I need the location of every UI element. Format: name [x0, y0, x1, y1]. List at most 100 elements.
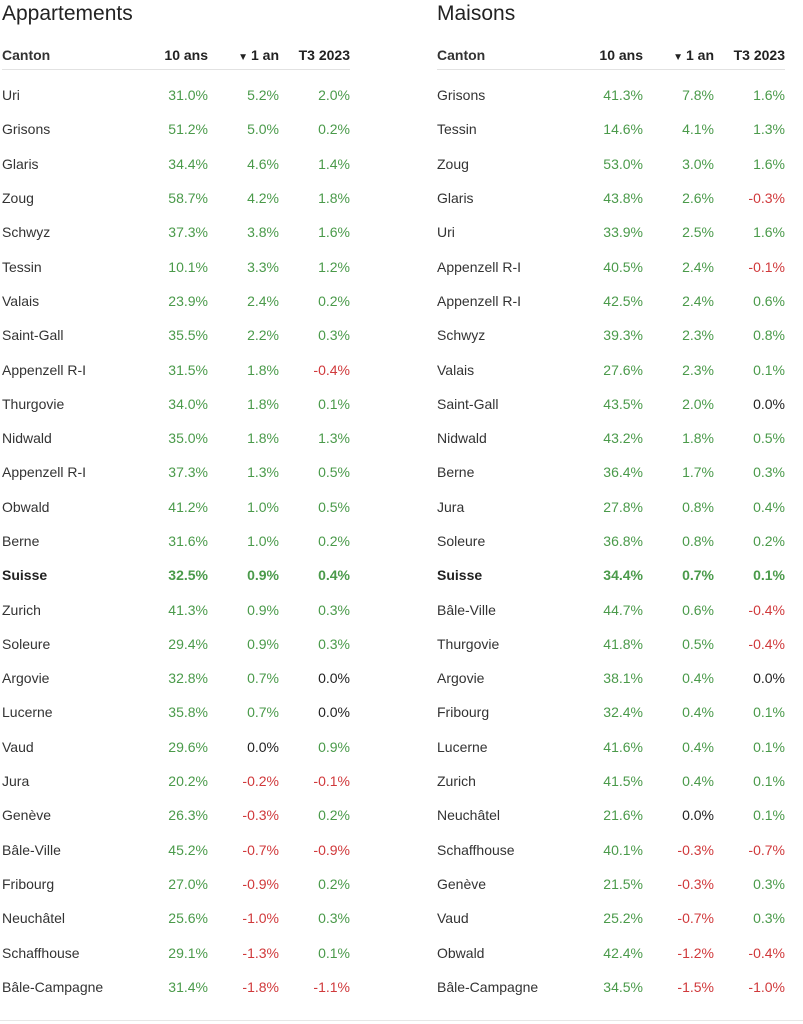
- canton-cell: Glaris: [2, 155, 39, 172]
- ten-year-change-cell: 37.3%: [168, 224, 208, 241]
- quarter-change-cell: 0.2%: [318, 807, 350, 824]
- canton-cell: Argovie: [437, 670, 485, 687]
- quarter-change-cell: 0.3%: [318, 910, 350, 927]
- canton-cell: Schaffhouse: [437, 841, 515, 858]
- table-row: Uri 33.9% 2.5% 1.6%: [437, 215, 785, 249]
- houses-header-row: Canton 10 ans ▼ 1 an T3 2023: [437, 41, 785, 70]
- one-year-change-cell: 0.9%: [247, 635, 279, 652]
- apartments-header-row: Canton 10 ans ▼ 1 an T3 2023: [2, 41, 350, 70]
- apartments-table: Canton 10 ans ▼ 1 an T3 2023 Uri 31.0% 5.2%…: [2, 41, 350, 1004]
- quarter-change-cell: 0.1%: [318, 395, 350, 412]
- one-year-change-cell: -0.3%: [242, 807, 279, 824]
- table-row: Neuchâtel 25.6% -1.0% 0.3%: [2, 901, 350, 935]
- ten-year-change-cell: 43.5%: [603, 395, 643, 412]
- quarter-change-cell: 0.1%: [753, 773, 785, 790]
- quarter-change-cell: 0.0%: [753, 670, 785, 687]
- canton-cell: Zurich: [2, 601, 41, 618]
- one-year-change-cell: 0.7%: [247, 670, 279, 687]
- column-header-10-years[interactable]: 10 ans: [599, 47, 643, 63]
- ten-year-change-cell: 34.4%: [168, 155, 208, 172]
- ten-year-change-cell: 14.6%: [603, 121, 643, 138]
- canton-cell: Argovie: [2, 670, 50, 687]
- houses-table: Canton 10 ans ▼ 1 an T3 2023 Grisons 41.3%…: [437, 41, 785, 1004]
- table-row: Argovie 32.8% 0.7% 0.0%: [2, 661, 350, 695]
- table-row: Tessin 10.1% 3.3% 1.2%: [2, 249, 350, 283]
- ten-year-change-cell: 35.8%: [168, 704, 208, 721]
- ten-year-change-cell: 53.0%: [603, 155, 643, 172]
- one-year-change-cell: -1.0%: [242, 910, 279, 927]
- one-year-change-cell: -1.2%: [677, 944, 714, 961]
- ten-year-change-cell: 40.1%: [603, 841, 643, 858]
- quarter-change-cell: -0.4%: [748, 601, 785, 618]
- quarter-change-cell: 1.3%: [753, 121, 785, 138]
- ten-year-change-cell: 31.0%: [168, 87, 208, 104]
- ten-year-change-cell: 41.3%: [603, 87, 643, 104]
- quarter-change-cell: -0.1%: [313, 773, 350, 790]
- one-year-change-cell: 1.8%: [247, 395, 279, 412]
- column-header-canton[interactable]: Canton: [437, 47, 486, 63]
- table-row: Appenzell R-I 31.5% 1.8% -0.4%: [2, 352, 350, 386]
- column-header-1-year[interactable]: ▼ 1 an: [643, 41, 714, 70]
- quarter-change-cell: 0.3%: [753, 464, 785, 481]
- table-row: Argovie 38.1% 0.4% 0.0%: [437, 661, 785, 695]
- canton-cell: Saint-Gall: [2, 327, 64, 344]
- quarter-change-cell: 1.6%: [753, 224, 785, 241]
- table-row: Berne 36.4% 1.7% 0.3%: [437, 455, 785, 489]
- ten-year-change-cell: 10.1%: [168, 258, 208, 275]
- ten-year-change-cell: 33.9%: [603, 224, 643, 241]
- one-year-change-cell: 2.4%: [682, 258, 714, 275]
- table-row: Genève 21.5% -0.3% 0.3%: [437, 867, 785, 901]
- one-year-change-cell: -0.2%: [242, 773, 279, 790]
- canton-cell: Lucerne: [2, 704, 53, 721]
- sort-descending-icon: ▼: [673, 52, 683, 63]
- ten-year-change-cell: 32.4%: [603, 704, 643, 721]
- one-year-change-cell: 0.9%: [247, 601, 279, 618]
- one-year-change-cell: 1.3%: [247, 464, 279, 481]
- canton-cell: Grisons: [2, 121, 51, 138]
- one-year-change-cell: 0.7%: [247, 704, 279, 721]
- column-header-t3-2023[interactable]: T3 2023: [298, 47, 350, 63]
- canton-cell: Zurich: [437, 773, 476, 790]
- column-header-canton[interactable]: Canton: [2, 47, 51, 63]
- ten-year-change-cell: 34.4%: [603, 567, 643, 584]
- ten-year-change-cell: 39.3%: [603, 327, 643, 344]
- one-year-change-cell: 0.8%: [682, 533, 714, 549]
- table-row: Jura 20.2% -0.2% -0.1%: [2, 764, 350, 798]
- table-row: Bâle-Campagne 31.4% -1.8% -1.1%: [2, 970, 350, 1004]
- table-row: Vaud 25.2% -0.7% 0.3%: [437, 901, 785, 935]
- one-year-change-cell: 1.0%: [247, 533, 279, 549]
- canton-cell: Glaris: [437, 190, 474, 207]
- quarter-change-cell: 0.2%: [318, 533, 350, 549]
- table-row: Thurgovie 34.0% 1.8% 0.1%: [2, 387, 350, 421]
- table-row: Schaffhouse 29.1% -1.3% 0.1%: [2, 935, 350, 969]
- canton-cell: Appenzell R-I: [2, 464, 87, 481]
- one-year-change-cell: 2.5%: [682, 224, 714, 241]
- column-header-1-year-label: 1 an: [685, 47, 714, 63]
- column-header-t3-2023[interactable]: T3 2023: [733, 47, 785, 63]
- column-header-1-year[interactable]: ▼ 1 an: [208, 41, 279, 70]
- table-row: Suisse 34.4% 0.7% 0.1%: [437, 558, 785, 592]
- one-year-change-cell: 2.4%: [247, 292, 279, 309]
- quarter-change-cell: -0.4%: [748, 944, 785, 961]
- canton-cell: Tessin: [2, 258, 42, 275]
- one-year-change-cell: 4.2%: [247, 190, 279, 207]
- one-year-change-cell: 3.8%: [247, 224, 279, 241]
- one-year-change-cell: -0.3%: [677, 841, 714, 858]
- column-header-10-years[interactable]: 10 ans: [164, 47, 208, 63]
- ten-year-change-cell: 27.6%: [603, 361, 643, 378]
- table-row: Schaffhouse 40.1% -0.3% -0.7%: [437, 833, 785, 867]
- table-row: Soleure 36.8% 0.8% 0.2%: [437, 524, 785, 558]
- quarter-change-cell: 0.1%: [753, 361, 785, 378]
- ten-year-change-cell: 36.4%: [603, 464, 643, 481]
- quarter-change-cell: 0.5%: [318, 498, 350, 515]
- quarter-change-cell: 0.3%: [753, 875, 785, 892]
- table-row: Saint-Gall 43.5% 2.0% 0.0%: [437, 387, 785, 421]
- one-year-change-cell: 1.0%: [247, 498, 279, 515]
- quarter-change-cell: -0.3%: [748, 190, 785, 207]
- quarter-change-cell: 0.2%: [753, 533, 785, 549]
- canton-cell: Schwyz: [437, 327, 486, 344]
- one-year-change-cell: 0.4%: [682, 670, 714, 687]
- one-year-change-cell: 1.8%: [247, 361, 279, 378]
- canton-cell: Neuchâtel: [437, 807, 501, 824]
- canton-cell: Valais: [437, 361, 475, 378]
